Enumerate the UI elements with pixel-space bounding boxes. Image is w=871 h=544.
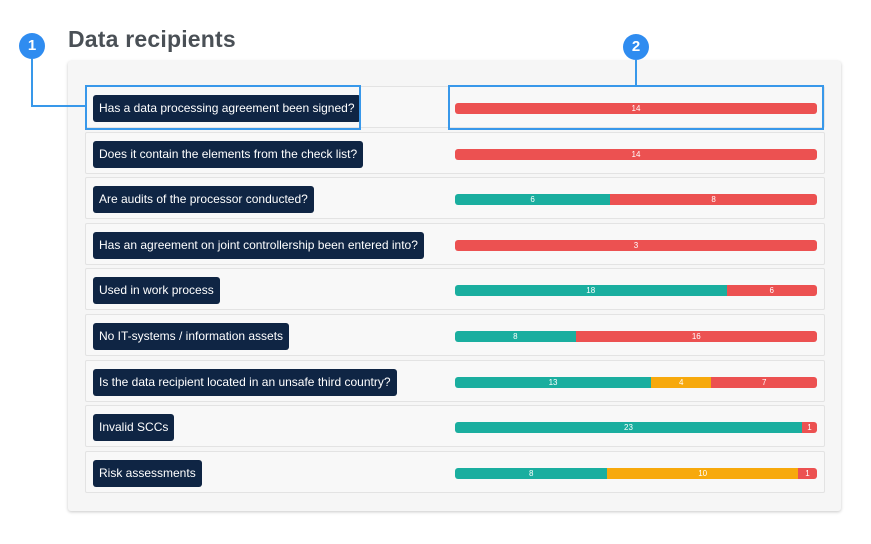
question-row: Invalid SCCs 23 1 [85, 405, 825, 448]
question-label[interactable]: Used in work process [93, 277, 220, 305]
bar-segment-no[interactable]: 14 [455, 148, 817, 160]
answer-distribution-bar[interactable]: 13 4 7 [455, 376, 817, 388]
question-row: Has an agreement on joint controllership… [85, 222, 825, 265]
callout-1-connector-horizontal [31, 105, 85, 107]
highlight-bar-box [448, 85, 824, 130]
question-label[interactable]: No IT-systems / information assets [93, 323, 290, 350]
bar-segment-no[interactable]: 1 [801, 422, 817, 434]
question-label[interactable]: Are audits of the processor conducted? [93, 186, 314, 214]
question-row: No IT-systems / information assets 8 16 [85, 314, 825, 356]
bar-segment-no[interactable]: 8 [610, 194, 817, 206]
question-label[interactable]: Is the data recipient located in an unsa… [93, 368, 397, 396]
data-recipients-card: Has a data processing agreement been sig… [68, 61, 841, 511]
bar-segment-no[interactable]: 3 [455, 239, 817, 251]
bar-segment-no[interactable]: 7 [711, 376, 817, 388]
callout-2-connector [635, 60, 637, 86]
question-label[interactable]: Has an agreement on joint controllership… [93, 231, 424, 259]
question-row: Risk assessments 8 10 1 [85, 450, 825, 493]
question-row: Is the data recipient located in an unsa… [85, 359, 825, 402]
bar-segment-no[interactable]: 14 [455, 103, 817, 114]
bar-segment-no[interactable]: 1 [797, 467, 817, 479]
answer-distribution-bar[interactable]: 3 [455, 239, 817, 251]
bar-segment-yes[interactable]: 8 [455, 331, 576, 342]
question-row: Used in work process 18 6 [85, 268, 825, 311]
callout-1-connector-vertical [31, 59, 33, 107]
question-row: Does it contain the elements from the ch… [85, 131, 825, 174]
page-title: Data recipients [68, 26, 236, 52]
question-label[interactable]: Has a data processing agreement been sig… [93, 95, 361, 122]
question-label[interactable]: Invalid SCCs [93, 414, 175, 442]
callout-1: 1 [19, 33, 45, 59]
bar-segment-yes[interactable]: 8 [455, 467, 608, 479]
question-label[interactable]: Does it contain the elements from the ch… [93, 140, 364, 168]
bar-segment-yes[interactable]: 13 [455, 376, 652, 388]
answer-distribution-bar[interactable]: 23 1 [455, 422, 817, 434]
bar-segment-yes[interactable]: 23 [455, 422, 802, 434]
answer-distribution-bar[interactable]: 18 6 [455, 285, 817, 297]
answer-distribution-bar[interactable]: 14 [455, 148, 817, 160]
callout-2: 2 [623, 34, 649, 60]
bar-segment-yes[interactable]: 18 [455, 285, 727, 297]
question-row: Are audits of the processor conducted? 6 8 [85, 177, 825, 220]
answer-distribution-bar[interactable]: 8 10 1 [455, 467, 817, 479]
answer-distribution-bar[interactable]: 14 [455, 103, 817, 114]
bar-segment-yes[interactable]: 6 [455, 194, 611, 206]
bar-segment-no[interactable]: 16 [575, 331, 817, 342]
answer-distribution-bar[interactable]: 8 16 [455, 331, 817, 342]
bar-segment-partial[interactable]: 4 [651, 376, 712, 388]
question-row: Has a data processing agreement been sig… [85, 86, 825, 128]
question-label[interactable]: Risk assessments [93, 459, 202, 487]
bar-segment-partial[interactable]: 10 [607, 467, 798, 479]
highlight-question-box [85, 85, 361, 130]
bar-segment-no[interactable]: 6 [726, 285, 817, 297]
